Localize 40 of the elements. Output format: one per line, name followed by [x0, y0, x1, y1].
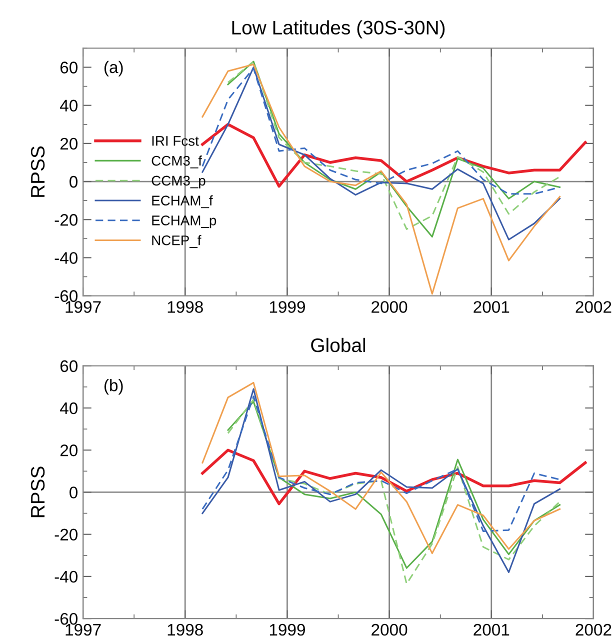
annotation: (b) [104, 379, 123, 395]
y-axis-title: RPSS [30, 146, 45, 197]
y-tick-label: -60 [54, 290, 78, 302]
y-tick-label: 40 [60, 100, 78, 112]
x-tick-label: 1998 [168, 301, 203, 313]
legend-label: CCM3_f [152, 156, 202, 168]
y-tick-label: 0 [70, 486, 78, 498]
y-tick-label: -20 [54, 214, 78, 226]
chart-title: Global [311, 338, 366, 352]
y-tick-label: 60 [60, 360, 78, 372]
x-tick-label: 1999 [270, 301, 305, 313]
x-tick-label: 1997 [66, 301, 101, 313]
legend-label: CCM3_p [152, 176, 206, 188]
y-tick-label: -40 [54, 252, 78, 264]
legend-label: NCEP_f [152, 235, 202, 248]
y-tick-label: -60 [54, 612, 78, 625]
y-tick-label: 40 [60, 402, 78, 414]
legend-label: IRI Fcst [152, 136, 199, 146]
x-tick-label: 2000 [372, 301, 408, 313]
y-tick-label: 20 [60, 138, 78, 150]
y-tick-label: 0 [70, 176, 78, 188]
x-tick-label: 1999 [270, 624, 305, 636]
x-tick-label: 2000 [372, 624, 408, 636]
y-tick-label: -40 [54, 570, 78, 583]
x-tick-label: 2002 [576, 301, 612, 313]
x-tick-label: 2002 [576, 624, 612, 636]
y-tick-label: -20 [54, 528, 78, 541]
x-tick-label: 2001 [474, 624, 510, 636]
legend-label: ECHAM_p [152, 216, 216, 228]
y-tick-label: 20 [60, 444, 78, 456]
y-axis-title: RPSS [30, 466, 45, 518]
x-tick-label: 1997 [66, 624, 101, 636]
chart-title: Low Latitudes (30S-30N) [232, 20, 445, 38]
legend-label: ECHAM_f [152, 195, 213, 208]
line-series [201, 448, 587, 506]
x-tick-label: 2001 [474, 301, 510, 313]
x-tick-label: 1998 [168, 624, 203, 636]
line-series [202, 396, 561, 532]
y-tick-label: 60 [60, 62, 78, 74]
annotation: (a) [104, 60, 123, 76]
